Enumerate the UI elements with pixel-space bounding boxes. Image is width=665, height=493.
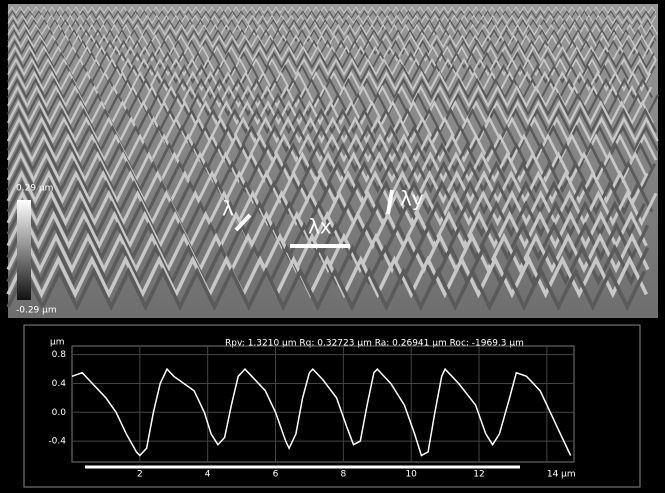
y-tick-label: 0.0 [52,408,67,418]
y-tick-label: -0.4 [48,437,66,447]
x-tick-label: 10 [405,470,417,480]
y-tick-label: 0.4 [52,379,67,389]
x-tick-label: 6 [273,470,279,480]
label: λ [222,197,234,221]
x-tick-label: 8 [340,470,346,480]
x-tick-label: 12 [473,470,484,480]
figure: 0.29 µm -0.29 µm λ λx λy µm Rpv: 1.3210 … [0,0,665,493]
x-tick-label: 2 [137,470,143,480]
y-axis-label: µm [50,338,65,348]
colorbar-min: -0.29 µm [16,306,57,316]
colorbar [17,200,31,300]
label: λx [308,215,332,239]
y-tick-label: 0.8 [52,350,67,360]
label: λy [400,187,424,211]
colorbar-max: 0.29 µm [16,184,53,194]
x-tick-label: 4 [205,470,211,480]
x-tick-label: 14 µm [547,470,576,480]
